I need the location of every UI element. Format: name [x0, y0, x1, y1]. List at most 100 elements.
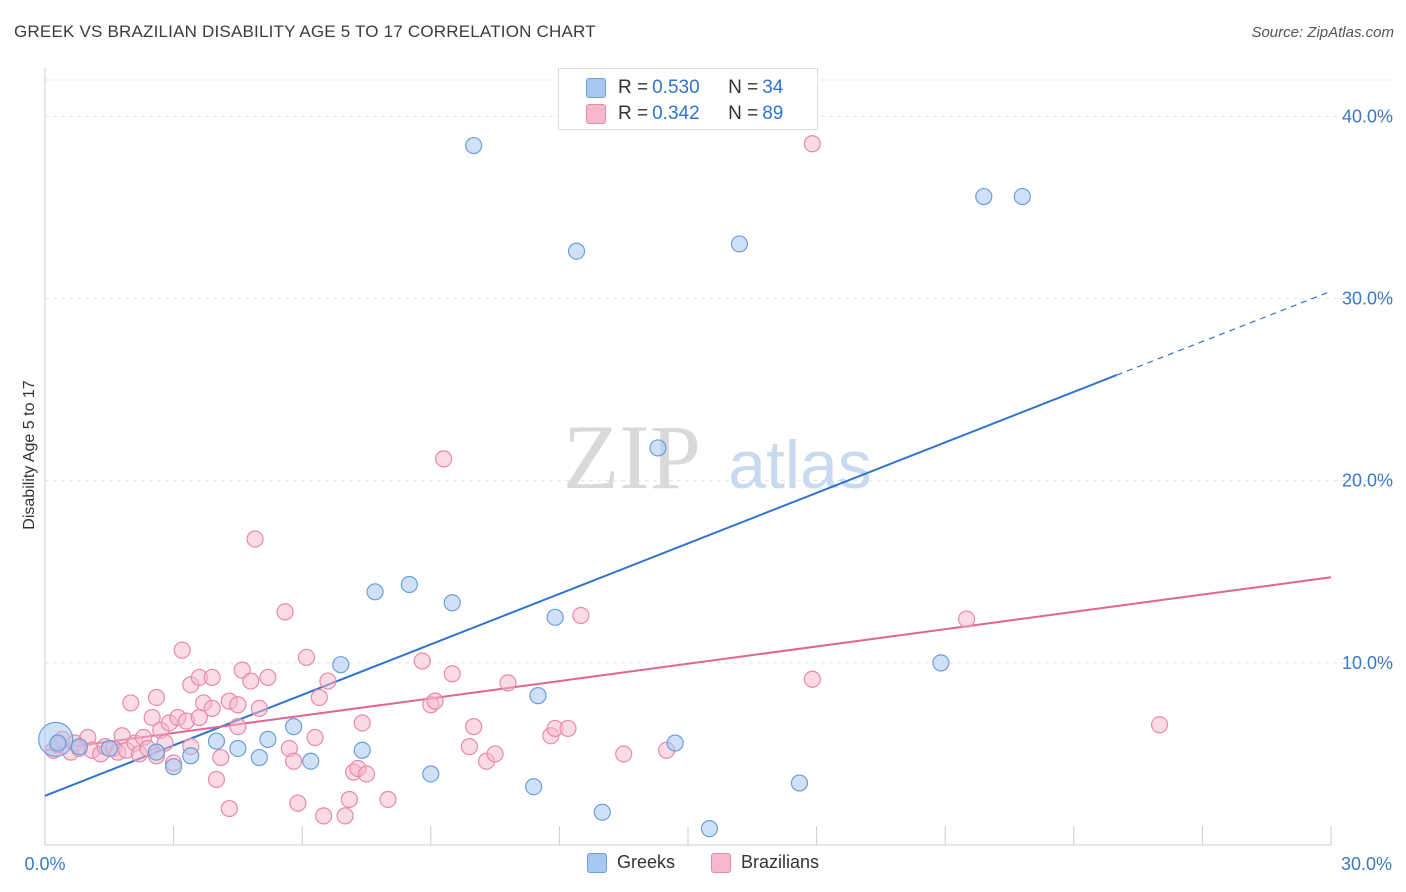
- brazilian-point: [203, 668, 221, 687]
- brazilian-point: [289, 794, 307, 812]
- greek-point: [165, 758, 183, 776]
- brazilian-point: [250, 699, 268, 717]
- brazilian-point: [310, 688, 328, 707]
- brazilian-point: [486, 745, 504, 763]
- chart-title: GREEK VS BRAZILIAN DISABILITY AGE 5 TO 1…: [14, 22, 596, 41]
- greeks-r-value: 0.530: [652, 77, 700, 98]
- greek-point: [229, 739, 247, 758]
- brazilian-point: [559, 719, 577, 738]
- brazilian-point: [465, 718, 483, 736]
- greek-point: [666, 734, 684, 752]
- brazilian-point: [336, 807, 354, 825]
- greek-point: [593, 803, 611, 821]
- brazilians-trend-line: [44, 576, 1332, 752]
- brazilian-point: [285, 752, 303, 770]
- greek-point: [525, 778, 543, 796]
- greeks-points: [38, 136, 1031, 838]
- greek-point: [302, 752, 320, 770]
- greek-point: [285, 718, 303, 736]
- brazilians-n-value: 89: [762, 103, 784, 124]
- brazilian-point: [1150, 716, 1169, 734]
- greek-point: [332, 656, 350, 674]
- brazilian-point: [340, 790, 358, 809]
- greek-point: [49, 734, 67, 752]
- greeks-n-label: N =: [728, 77, 759, 98]
- legend-row-greeks: R = 0.530 N = 34: [586, 77, 783, 99]
- y-tick-label: 40.0%: [1342, 106, 1393, 126]
- greek-point: [100, 739, 118, 758]
- brazilian-point: [242, 672, 260, 690]
- greek-point: [1013, 187, 1031, 206]
- greek-point: [790, 774, 809, 792]
- bottom-legend-greeks: Greeks: [586, 852, 675, 873]
- y-tick-label: 10.0%: [1342, 653, 1393, 673]
- greek-point: [975, 187, 993, 206]
- brazilian-point: [379, 790, 397, 809]
- greek-point: [250, 748, 268, 767]
- bottom-legend: Greeks Brazilians: [0, 852, 1406, 873]
- brazilian-point: [173, 641, 191, 659]
- brazilians-r-value: 0.342: [652, 103, 700, 124]
- brazilians-points: [44, 135, 1169, 825]
- brazilians-n-label: N =: [728, 103, 759, 124]
- greek-point: [147, 743, 166, 761]
- brazilian-point: [319, 672, 337, 690]
- y-tick-labels: 10.0% 20.0% 30.0% 40.0%: [1342, 106, 1393, 672]
- brazilian-point: [426, 692, 444, 710]
- brazilian-point: [220, 799, 238, 818]
- legend-box: R = 0.530 N = 34 R = 0.342 N = 89: [558, 68, 818, 130]
- brazilian-point: [803, 670, 821, 688]
- brazilians-r-label: R =: [618, 103, 649, 124]
- y-tick-label: 30.0%: [1342, 289, 1393, 309]
- y-tick-label: 20.0%: [1342, 471, 1393, 491]
- brazilian-point: [357, 765, 376, 783]
- grid-lines: [45, 79, 1392, 664]
- brazilian-point: [460, 738, 478, 756]
- brazilian-point: [259, 668, 277, 687]
- greeks-trend-extension: [1116, 290, 1332, 376]
- greek-point: [567, 242, 586, 260]
- axes: [44, 68, 1332, 846]
- brazilian-point: [413, 652, 431, 670]
- brazilian-point: [207, 770, 226, 789]
- greek-point: [400, 575, 418, 594]
- bottom-legend-brazilians: Brazilians: [711, 852, 819, 873]
- greek-point: [182, 747, 200, 765]
- brazilian-point: [315, 807, 333, 825]
- greek-point: [353, 741, 371, 759]
- brazilian-point: [203, 699, 221, 717]
- brazilian-point: [143, 708, 161, 727]
- brazilian-point: [353, 714, 371, 732]
- brazilian-point: [615, 745, 633, 763]
- greek-point: [649, 439, 667, 457]
- brazilians-series-label: Brazilians: [741, 852, 820, 872]
- brazilian-point: [443, 665, 461, 683]
- greek-point: [546, 608, 564, 626]
- brazilian-point: [229, 696, 247, 714]
- brazilian-point: [122, 694, 140, 712]
- greek-point: [529, 687, 547, 705]
- x-tick-label: 0.0%: [24, 854, 65, 874]
- greek-point: [443, 594, 461, 612]
- greek-point: [700, 820, 719, 838]
- x-tick-label: 30.0%: [1341, 854, 1392, 874]
- brazilian-point: [212, 748, 230, 767]
- greek-point: [207, 732, 226, 750]
- watermark-zip: ZIP: [563, 406, 701, 508]
- greek-point: [730, 235, 749, 253]
- source-label: Source: ZipAtlas.com: [1251, 24, 1394, 41]
- trend-lines: [44, 290, 1332, 797]
- x-tick-labels: 0.0% 30.0%: [24, 854, 1392, 874]
- greeks-swatch: [586, 852, 607, 873]
- brazilian-point: [958, 610, 976, 628]
- greek-point: [932, 654, 950, 672]
- brazilian-point: [306, 728, 324, 747]
- brazilian-point: [297, 648, 316, 666]
- greeks-series-label: Greeks: [616, 852, 675, 872]
- brazilian-point: [246, 530, 264, 548]
- greeks-r-label: R =: [618, 77, 649, 98]
- brazilian-point: [499, 674, 517, 692]
- brazilians-swatch: [711, 852, 731, 873]
- brazilians-swatch: [586, 104, 606, 124]
